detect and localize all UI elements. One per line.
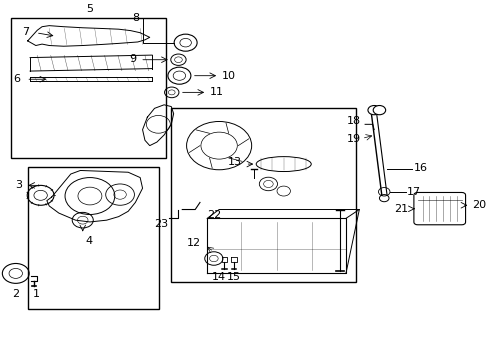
Text: 11: 11 (209, 87, 223, 97)
Text: 7: 7 (22, 27, 29, 37)
Text: 14: 14 (212, 272, 226, 282)
Text: 4: 4 (85, 236, 92, 246)
Text: 20: 20 (471, 200, 485, 210)
Text: 13: 13 (227, 157, 242, 167)
Bar (11, 18, 166, 158)
Text: 10: 10 (221, 71, 235, 81)
Text: 16: 16 (413, 163, 427, 173)
Text: 9: 9 (129, 54, 136, 64)
Circle shape (372, 105, 385, 115)
Bar (28, 167, 159, 309)
Text: 18: 18 (346, 117, 361, 126)
Text: 5: 5 (86, 4, 93, 14)
Text: 22: 22 (207, 210, 221, 220)
Text: 6: 6 (14, 74, 20, 84)
Bar (171, 108, 355, 282)
Text: 8: 8 (132, 13, 139, 23)
FancyBboxPatch shape (413, 193, 465, 225)
Text: 1: 1 (32, 289, 39, 299)
Text: 3: 3 (15, 180, 22, 190)
Text: 15: 15 (226, 272, 241, 282)
Text: 17: 17 (407, 187, 421, 197)
Text: 12: 12 (187, 238, 201, 248)
Text: 23: 23 (154, 219, 167, 229)
Text: 2: 2 (12, 289, 19, 299)
Circle shape (367, 105, 380, 115)
Text: 21: 21 (393, 204, 407, 214)
Text: 19: 19 (346, 134, 361, 144)
